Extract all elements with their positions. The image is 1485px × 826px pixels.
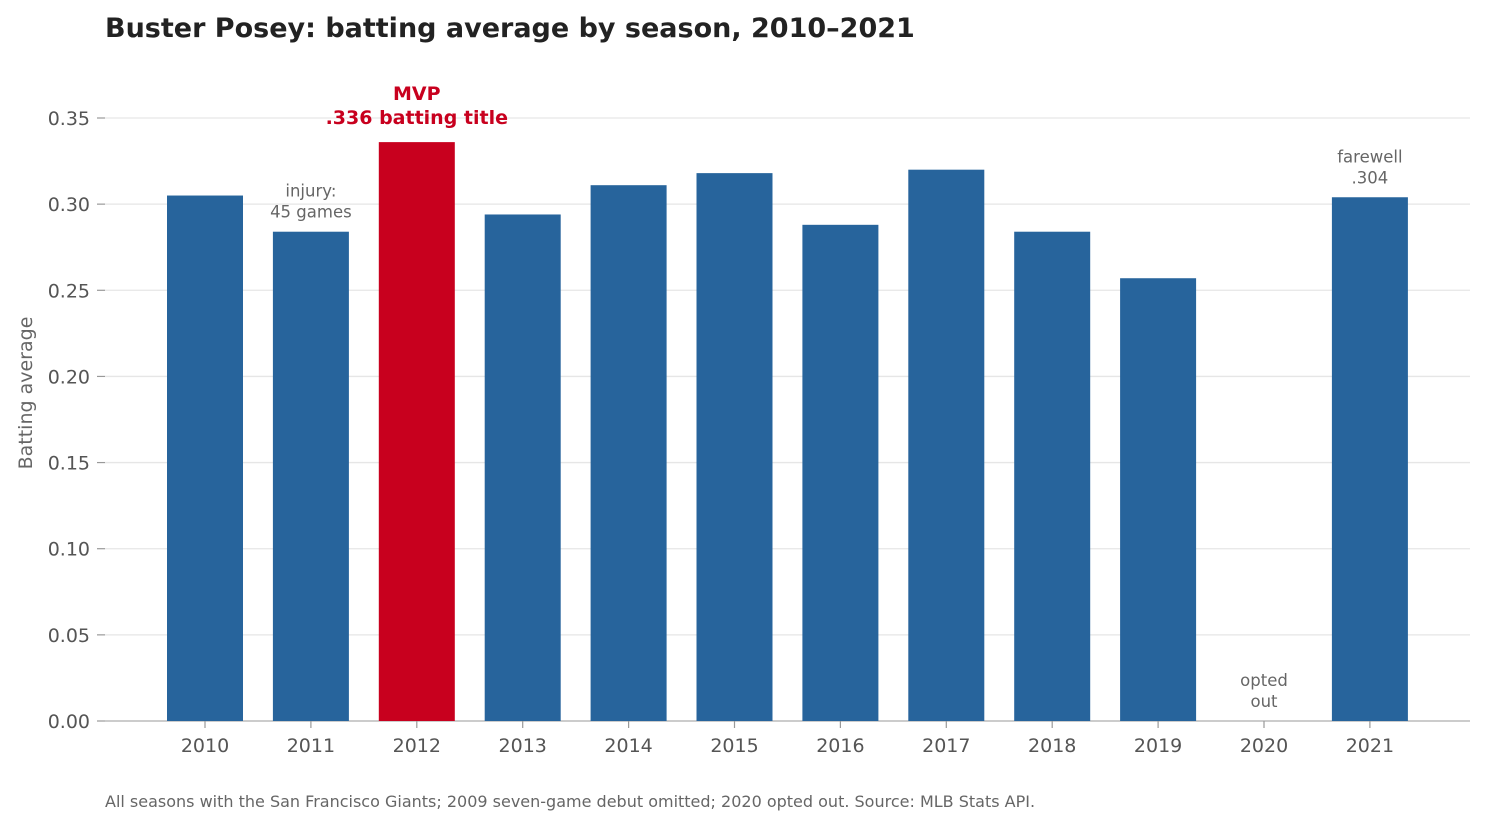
annotation-line: .304 [1352, 168, 1389, 187]
bar-2021 [1331, 197, 1408, 721]
annotation-2020: opted out [1240, 671, 1288, 711]
bar-2019 [1120, 278, 1197, 721]
x-tick-label: 2015 [710, 735, 758, 757]
y-tick-label: 0.10 [48, 539, 90, 561]
x-tick-label: 2019 [1134, 735, 1182, 757]
y-tick-label: 0.15 [48, 453, 90, 475]
bar-2013 [484, 214, 561, 722]
y-tick-label: 0.25 [48, 280, 90, 302]
annotation-2012: MVP .336 batting title [326, 83, 508, 129]
y-tick-label: 0.00 [48, 711, 90, 733]
x-tick-label: 2016 [816, 735, 864, 757]
x-tick-label: 2018 [1028, 735, 1076, 757]
annotation-2021: farewell .304 [1337, 147, 1402, 187]
x-tick-label: 2013 [499, 735, 547, 757]
x-tick-label: 2017 [922, 735, 970, 757]
x-tick-label: 2012 [393, 735, 441, 757]
x-tick-label: 2020 [1240, 735, 1288, 757]
annotation-line: MVP [393, 83, 441, 105]
annotations: injury: 45 games MVP .336 batting title opte… [270, 83, 1402, 711]
x-tick-label: 2021 [1346, 735, 1394, 757]
bar-2012 [378, 142, 455, 721]
bar-2018 [1014, 231, 1091, 722]
y-axis-ticks: 0.00 0.05 0.10 0.15 0.20 0.25 0.30 0.35 [48, 108, 105, 733]
y-tick-label: 0.30 [48, 194, 90, 216]
annotation-2011: injury: 45 games [270, 182, 352, 222]
y-tick-label: 0.05 [48, 625, 90, 647]
bar-2017 [908, 169, 985, 721]
annotation-line: out [1250, 692, 1278, 711]
annotation-line: .336 batting title [326, 107, 508, 129]
bars [167, 142, 1408, 722]
x-tick-label: 2014 [604, 735, 652, 757]
x-axis-ticks: 2010 2011 2012 2013 2014 2015 2016 2017 2018 2019… [181, 721, 1394, 757]
y-tick-label: 0.35 [48, 108, 90, 130]
bar-2015 [696, 173, 773, 722]
annotation-line: 45 games [270, 203, 352, 222]
bar-2011 [272, 231, 349, 722]
chart-title: Buster Posey: batting average by season,… [105, 13, 915, 44]
annotation-line: opted [1240, 671, 1288, 690]
footnote: All seasons with the San Francisco Giant… [105, 792, 1035, 811]
annotation-line: farewell [1337, 147, 1402, 166]
bar-2010 [167, 195, 243, 721]
bar-2014 [590, 185, 667, 722]
y-tick-label: 0.20 [48, 366, 90, 388]
bar-2016 [802, 224, 879, 721]
x-tick-label: 2010 [181, 735, 229, 757]
y-axis-label: Batting average [15, 317, 37, 470]
x-tick-label: 2011 [287, 735, 335, 757]
annotation-line: injury: [285, 182, 336, 201]
